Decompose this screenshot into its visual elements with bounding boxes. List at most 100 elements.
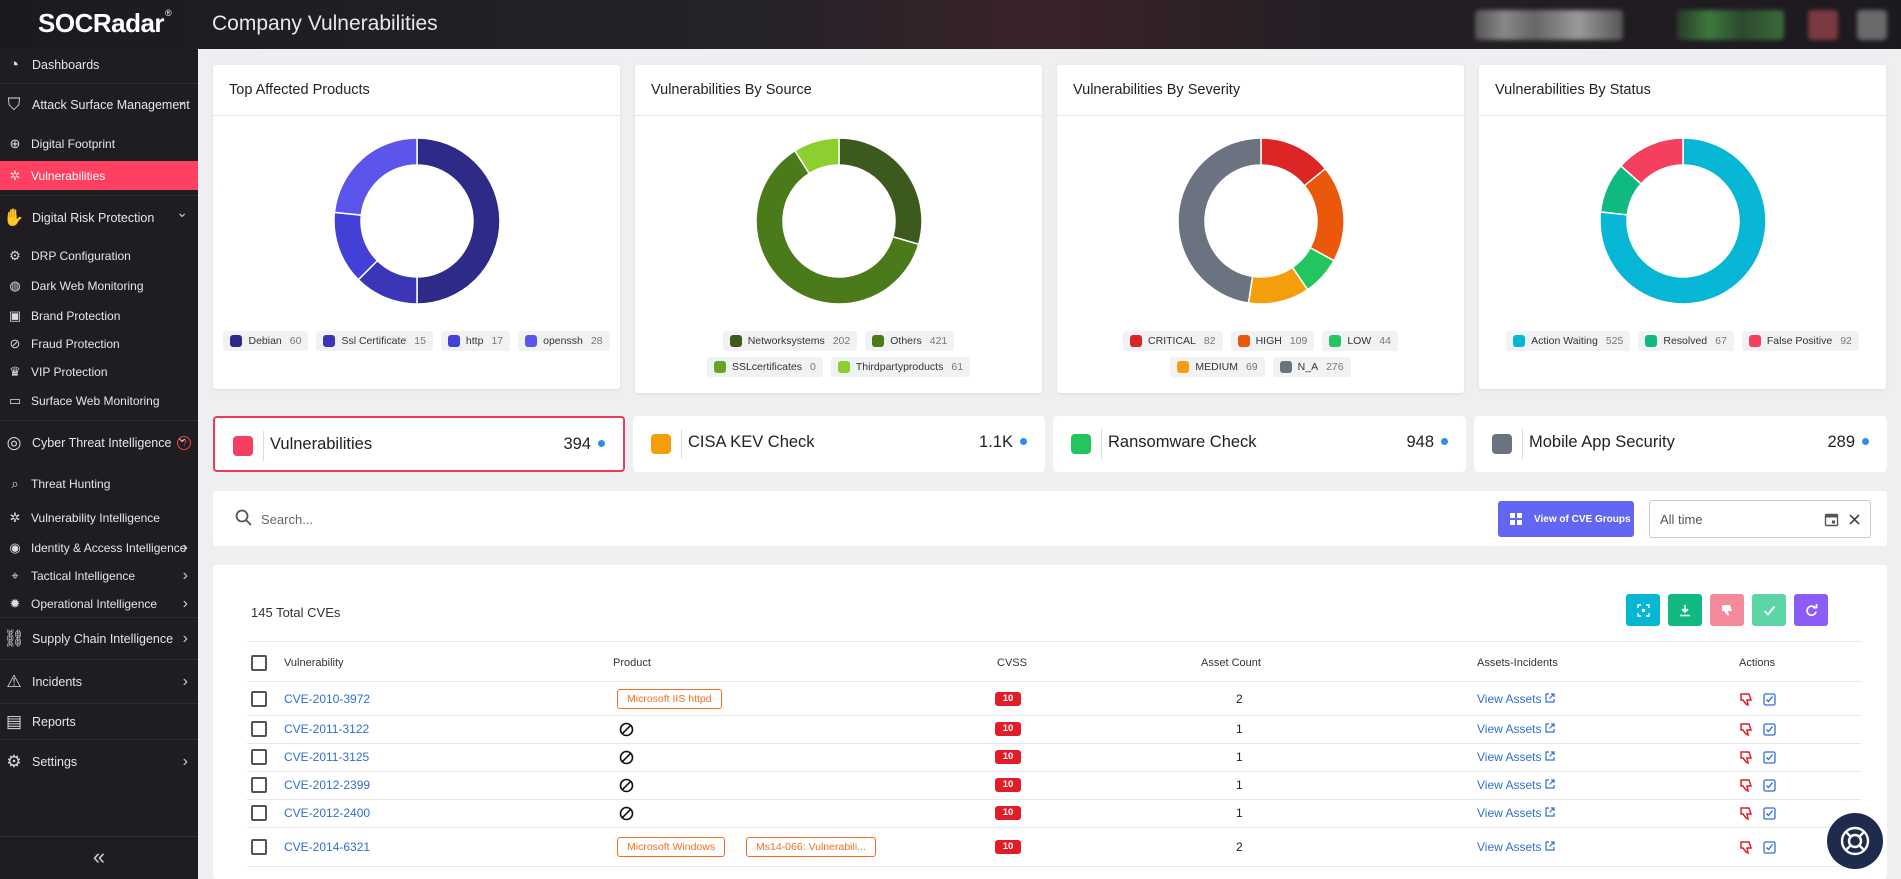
calendar-icon[interactable] (1824, 512, 1839, 527)
legend-item-others[interactable]: Others 421 (865, 331, 955, 351)
avatar[interactable] (1857, 10, 1887, 40)
thumbs-down-icon[interactable] (1740, 751, 1753, 764)
column-header-actions[interactable]: Actions (1739, 657, 1776, 669)
donut-slice-high[interactable] (1303, 167, 1345, 262)
thumbs-down-icon[interactable] (1740, 779, 1753, 792)
clear-icon[interactable] (1848, 513, 1861, 526)
donut-slice-others[interactable] (755, 149, 920, 305)
product-badge[interactable]: Ms14-066: Vulnerabili... (746, 837, 876, 857)
collapse-sidebar-button[interactable]: « (0, 836, 198, 879)
stat-card-mobile-app[interactable]: Mobile App Security 289 (1474, 416, 1887, 472)
legend-item-http[interactable]: http 17 (440, 331, 511, 351)
cve-link[interactable]: CVE-2011-3122 (284, 722, 370, 736)
user-account-menu[interactable] (1475, 10, 1623, 40)
row-checkbox[interactable] (251, 777, 267, 793)
legend-item-debian[interactable]: Debian 60 (223, 331, 309, 351)
check-square-icon[interactable] (1763, 841, 1776, 854)
thumbs-down-icon[interactable] (1740, 723, 1753, 736)
donut-slice-n-a[interactable] (1177, 137, 1262, 304)
row-checkbox[interactable] (251, 805, 267, 821)
notifications-icon[interactable] (1808, 10, 1838, 40)
sidebar-item-tactical-intelligence[interactable]: ⌖ Tactical Intelligence › (0, 559, 198, 593)
legend-item-n-a[interactable]: N_A 276 (1272, 357, 1351, 377)
sidebar-item-settings[interactable]: ⚙ Settings › (0, 739, 198, 783)
refresh-button[interactable] (1794, 594, 1828, 626)
row-checkbox[interactable] (251, 690, 267, 707)
column-header-asset-count[interactable]: Asset Count (1201, 657, 1261, 669)
check-square-icon[interactable] (1763, 751, 1776, 764)
check-square-icon[interactable] (1763, 779, 1776, 792)
logo[interactable]: SOCRadar® (38, 8, 172, 38)
sidebar-item-digital-risk-protection[interactable]: ✋ Digital Risk Protection ⌄ (0, 195, 198, 239)
sidebar-item-surface-web-monitoring[interactable]: ▭ Surface Web Monitoring (0, 385, 198, 417)
sidebar-item-threat-hunting[interactable]: ⌕ Threat Hunting (0, 467, 198, 501)
legend-item-ssl-certificate[interactable]: Ssl Certificate 15 (316, 331, 433, 351)
search-input[interactable] (261, 505, 761, 533)
sidebar-item-reports[interactable]: ▤ Reports (0, 703, 198, 739)
sidebar-item-dashboards[interactable]: ◔ Dashboards (0, 49, 198, 81)
license-status[interactable] (1677, 10, 1784, 40)
resolve-button[interactable] (1752, 594, 1786, 626)
sidebar-item-brand-protection[interactable]: ▣ Brand Protection (0, 303, 198, 329)
row-checkbox[interactable] (251, 839, 267, 855)
stat-card-ransomware[interactable]: Ransomware Check 948 (1053, 416, 1466, 472)
stat-card-vulnerabilities[interactable]: Vulnerabilities 394 (213, 416, 625, 472)
check-square-icon[interactable] (1763, 807, 1776, 820)
donut-slice-thirdpartyproducts[interactable] (793, 137, 840, 175)
thumbs-down-icon[interactable] (1740, 841, 1753, 854)
view-assets-link[interactable]: View Assets (1477, 750, 1555, 764)
legend-item-false-positive[interactable]: False Positive 92 (1741, 331, 1859, 351)
legend-item-medium[interactable]: MEDIUM 69 (1170, 357, 1265, 377)
legend-item-critical[interactable]: CRITICAL 82 (1123, 331, 1223, 351)
view-assets-link[interactable]: View Assets (1477, 806, 1555, 820)
thumbs-down-icon[interactable] (1740, 692, 1753, 706)
sidebar-item-drp-configuration[interactable]: ⚙ DRP Configuration (0, 239, 198, 273)
sidebar-item-dark-web-monitoring[interactable]: ◍ Dark Web Monitoring (0, 269, 198, 303)
stat-card-cisa-kev[interactable]: CISA KEV Check 1.1K (633, 416, 1045, 472)
donut-slice-openssh[interactable] (333, 137, 418, 216)
product-badge[interactable]: Microsoft Windows (617, 837, 726, 857)
check-square-icon[interactable] (1763, 723, 1776, 736)
row-checkbox[interactable] (251, 749, 267, 765)
row-checkbox[interactable] (251, 721, 267, 737)
legend-item-high[interactable]: HIGH 109 (1230, 331, 1315, 351)
sidebar-item-operational-intelligence[interactable]: ✹ Operational Intelligence › (0, 587, 198, 621)
cve-link[interactable]: CVE-2014-6321 (284, 840, 371, 854)
view-assets-link[interactable]: View Assets (1477, 840, 1555, 854)
donut-slice-debian[interactable] (416, 137, 501, 305)
sidebar-item-vip-protection[interactable]: ♛ VIP Protection (0, 359, 198, 385)
select-all-checkbox[interactable] (251, 655, 267, 671)
report-false-positive-button[interactable] (1710, 594, 1744, 626)
thumbs-down-icon[interactable] (1740, 807, 1753, 820)
sidebar-item-attack-surface-management[interactable]: ⛉ Attack Surface Management ⌄ (0, 83, 198, 125)
cve-link[interactable]: CVE-2010-3972 (284, 691, 371, 706)
legend-item-action-waiting[interactable]: Action Waiting 525 (1506, 331, 1631, 351)
donut-slice-false-positive[interactable] (1619, 137, 1684, 185)
view-cve-groups-button[interactable]: View of CVE Groups (1498, 501, 1634, 537)
cve-link[interactable]: CVE-2012-2400 (284, 806, 371, 820)
download-button[interactable] (1668, 594, 1702, 626)
column-header-product[interactable]: Product (613, 657, 651, 669)
sidebar-item-identity-access-intelligence[interactable]: ◉ Identity & Access Intelligence › (0, 531, 198, 565)
cve-link[interactable]: CVE-2011-3125 (284, 750, 370, 764)
sidebar-item-vulnerabilities[interactable]: ✲ Vulnerabilities (0, 161, 198, 190)
view-assets-link[interactable]: View Assets (1477, 778, 1555, 792)
view-assets-link[interactable]: View Assets (1477, 722, 1555, 736)
help-icon[interactable]: ? (177, 435, 192, 450)
scan-button[interactable] (1626, 594, 1660, 626)
legend-item-resolved[interactable]: Resolved 67 (1638, 331, 1734, 351)
column-header-vulnerability[interactable]: Vulnerability (284, 657, 344, 669)
sidebar-item-supply-chain-intelligence[interactable]: ⛓ Supply Chain Intelligence › (0, 617, 198, 659)
column-header-assets-incidents[interactable]: Assets-Incidents (1477, 657, 1558, 669)
product-badge[interactable]: Microsoft IIS httpd (617, 688, 722, 709)
cve-link[interactable]: CVE-2012-2399 (284, 778, 371, 792)
legend-item-networksystems[interactable]: Networksystems 202 (722, 331, 858, 351)
sidebar-item-incidents[interactable]: ⚠ Incidents › (0, 659, 198, 703)
column-header-cvss[interactable]: CVSS (997, 657, 1027, 669)
legend-item-openssh[interactable]: openssh 28 (518, 331, 610, 351)
legend-item-low[interactable]: LOW 44 (1322, 331, 1398, 351)
donut-slice-networksystems[interactable] (838, 137, 923, 246)
sidebar-item-digital-footprint[interactable]: ⊕ Digital Footprint (0, 127, 198, 161)
check-square-icon[interactable] (1763, 692, 1776, 706)
sidebar-item-fraud-protection[interactable]: ⊘ Fraud Protection (0, 331, 198, 357)
